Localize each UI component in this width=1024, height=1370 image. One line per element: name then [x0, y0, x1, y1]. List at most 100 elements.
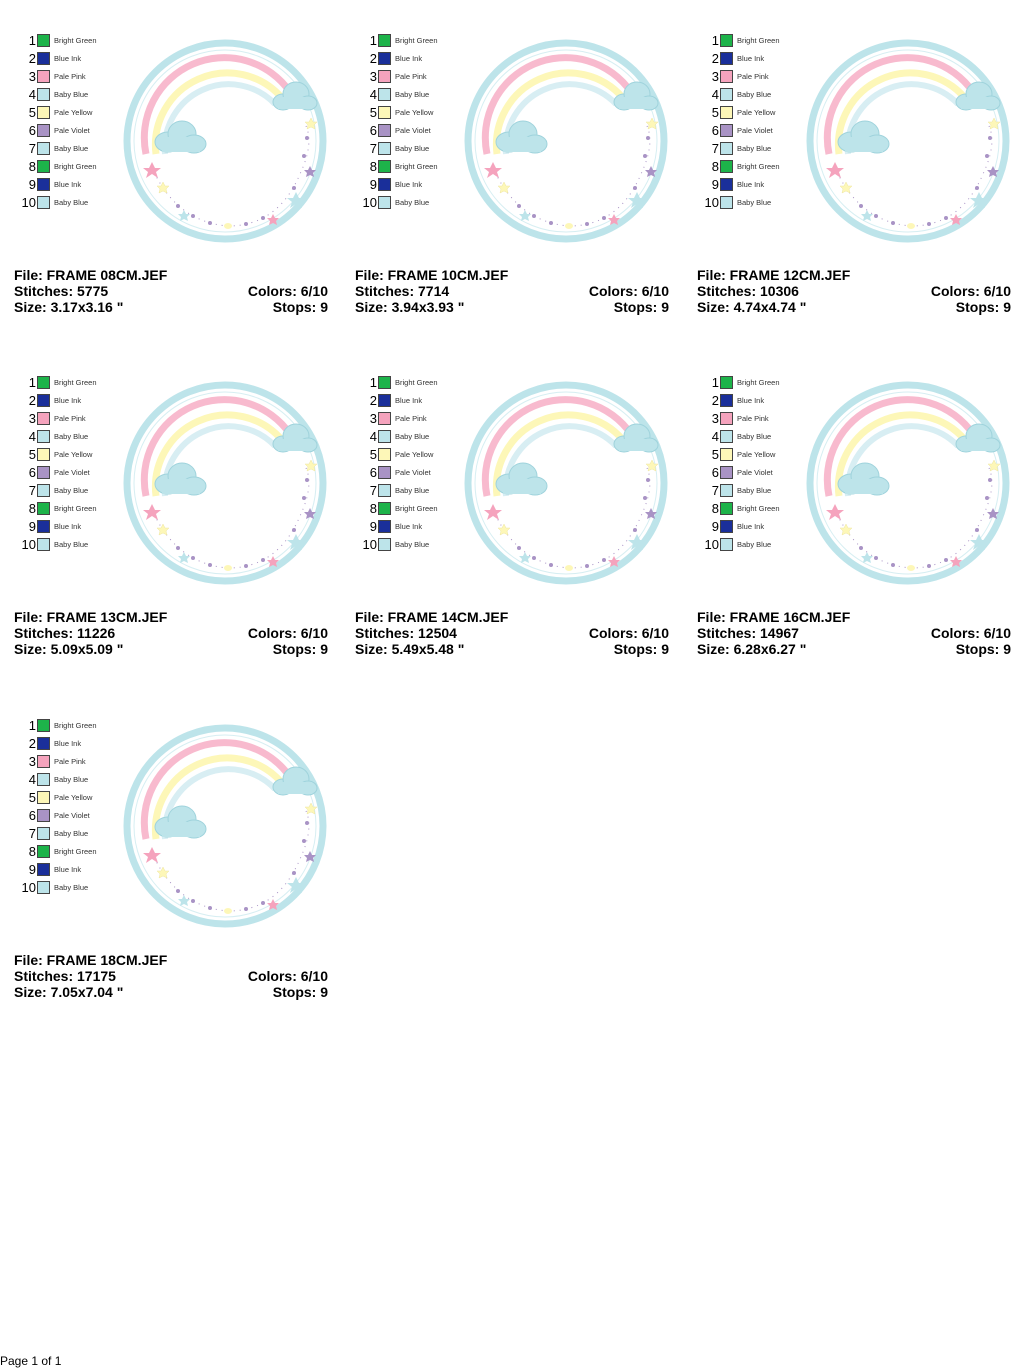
- color-count: Colors: 6/10: [247, 625, 328, 641]
- thread-row: 5 Pale Yellow: [355, 446, 475, 464]
- cloud-left: [837, 462, 890, 496]
- thread-number: 1: [28, 33, 36, 48]
- thread-name: Blue Ink: [395, 396, 423, 405]
- color-swatch: [378, 160, 391, 173]
- design-info: File: FRAME 08CM.JEF Stitches: 5775 Color…: [14, 267, 328, 315]
- thread-name: Bright Green: [54, 162, 97, 171]
- color-swatch: [378, 70, 391, 83]
- thread-name: Baby Blue: [54, 144, 89, 153]
- thread-number: 9: [711, 177, 719, 192]
- design-info: File: FRAME 18CM.JEF Stitches: 17175 Colo…: [14, 952, 328, 1000]
- bead-yellow: [565, 565, 573, 571]
- color-swatch: [720, 52, 733, 65]
- star-yellow-left: [156, 181, 170, 194]
- thread-name: Pale Violet: [737, 126, 773, 135]
- thread-row: 5 Pale Yellow: [14, 104, 134, 122]
- color-swatch: [720, 376, 733, 389]
- thread-number: 3: [711, 69, 719, 84]
- cloud-right: [272, 766, 318, 796]
- thread-number: 2: [28, 51, 36, 66]
- stop-count: Stops: 9: [613, 641, 669, 657]
- color-swatch: [378, 430, 391, 443]
- color-swatch: [720, 106, 733, 119]
- thread-row: 6 Pale Violet: [697, 122, 817, 140]
- rainbow-pink: [481, 396, 634, 497]
- thread-row: 5 Pale Yellow: [14, 789, 134, 807]
- thread-number: 7: [28, 483, 36, 498]
- color-swatch: [37, 719, 50, 732]
- thread-row: 2 Blue Ink: [697, 50, 817, 68]
- cloud-left: [495, 120, 548, 154]
- thread-name: Baby Blue: [395, 90, 430, 99]
- design-info: File: FRAME 16CM.JEF Stitches: 14967 Colo…: [697, 609, 1011, 657]
- thread-name: Pale Violet: [54, 468, 90, 477]
- color-swatch: [720, 412, 733, 425]
- color-swatch: [720, 196, 733, 209]
- thread-name: Bright Green: [54, 36, 97, 45]
- rainbow-frame-design: [459, 376, 673, 590]
- rainbow-yellow: [151, 411, 285, 497]
- thread-number: 4: [711, 429, 719, 444]
- thread-name: Pale Pink: [54, 72, 86, 81]
- thread-number: 3: [711, 411, 719, 426]
- bead-yellow: [224, 565, 232, 571]
- color-swatch: [37, 502, 50, 515]
- thread-row: 8 Bright Green: [14, 843, 134, 861]
- thread-number: 2: [369, 393, 377, 408]
- thread-row: 8 Bright Green: [355, 500, 475, 518]
- thread-name: Blue Ink: [54, 739, 82, 748]
- rainbow-yellow: [492, 411, 626, 497]
- rainbow-yellow: [151, 69, 285, 155]
- thread-row: 10 Baby Blue: [355, 194, 475, 212]
- color-swatch: [378, 106, 391, 119]
- design-size: Size: 4.74x4.74 ": [697, 299, 807, 315]
- thread-name: Pale Violet: [54, 126, 90, 135]
- color-swatch: [720, 484, 733, 497]
- star-violet-right: [987, 166, 999, 177]
- file-name: File: FRAME 14CM.JEF: [355, 609, 509, 625]
- thread-number: 8: [369, 159, 377, 174]
- thread-row: 10 Baby Blue: [14, 879, 134, 897]
- star-yellow-right: [987, 117, 1001, 130]
- star-blue-right: [628, 534, 646, 550]
- thread-number: 7: [711, 483, 719, 498]
- thread-row: 4 Baby Blue: [355, 86, 475, 104]
- rainbow-frame-design: [801, 34, 1015, 248]
- color-swatch: [378, 196, 391, 209]
- inner-ring: [816, 391, 1000, 575]
- thread-name: Baby Blue: [395, 486, 430, 495]
- thread-name: Blue Ink: [54, 180, 82, 189]
- design-size: Size: 7.05x7.04 ": [14, 984, 124, 1000]
- thread-row: 10 Baby Blue: [697, 536, 817, 554]
- star-yellow-right: [987, 459, 1001, 472]
- thread-row: 7 Baby Blue: [14, 140, 134, 158]
- thread-number: 2: [369, 51, 377, 66]
- color-swatch: [720, 142, 733, 155]
- star-pink-right: [267, 556, 279, 567]
- cloud-right: [955, 423, 1001, 453]
- thread-row: 9 Blue Ink: [355, 176, 475, 194]
- thread-number: 8: [369, 501, 377, 516]
- cloud-left: [154, 120, 207, 154]
- thread-name: Pale Yellow: [395, 450, 434, 459]
- thread-name: Baby Blue: [54, 432, 89, 441]
- star-blue-right: [628, 192, 646, 208]
- thread-row: 3 Pale Pink: [355, 410, 475, 428]
- file-name: File: FRAME 08CM.JEF: [14, 267, 168, 283]
- thread-row: 2 Blue Ink: [14, 392, 134, 410]
- thread-number: 7: [369, 141, 377, 156]
- stop-count: Stops: 9: [955, 641, 1011, 657]
- color-swatch: [37, 881, 50, 894]
- star-yellow-right: [304, 117, 318, 130]
- bead-yellow: [224, 223, 232, 229]
- star-yellow-left: [497, 523, 511, 536]
- color-swatch: [378, 484, 391, 497]
- color-swatch: [37, 178, 50, 191]
- color-swatch: [37, 376, 50, 389]
- thread-name: Blue Ink: [737, 396, 765, 405]
- thread-row: 8 Bright Green: [14, 158, 134, 176]
- star-blue-bottom: [178, 552, 190, 563]
- color-swatch: [37, 106, 50, 119]
- color-swatch: [37, 88, 50, 101]
- thread-row: 3 Pale Pink: [697, 68, 817, 86]
